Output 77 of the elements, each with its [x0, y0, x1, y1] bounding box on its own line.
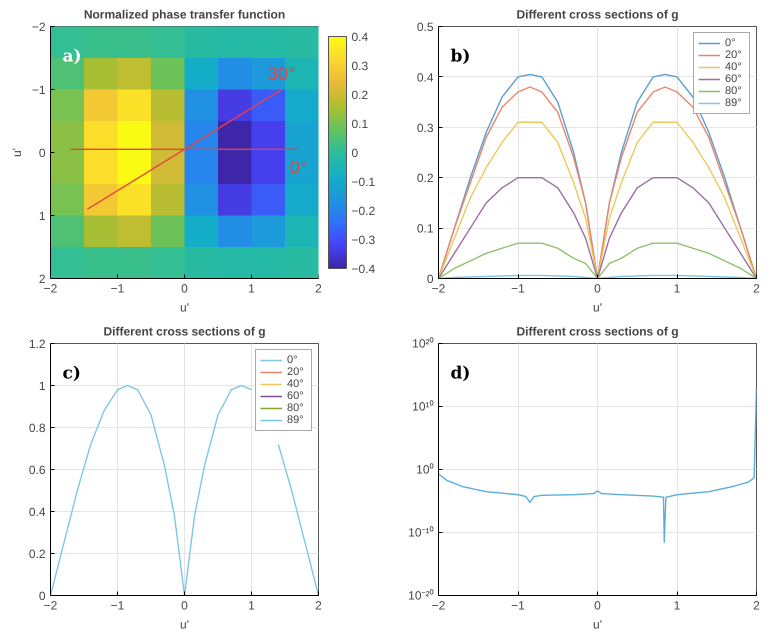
y-tick-label: 0.5 [416, 20, 434, 34]
y-tick-label: 10⁰ [416, 462, 434, 476]
x-tick-label: −1 [110, 598, 125, 612]
y-tick-label: 10²⁰ [412, 336, 434, 350]
legend-label: 89° [287, 414, 305, 426]
y-tick-label: 0.8 [28, 421, 46, 435]
legend-label: 80° [287, 402, 305, 414]
color-bar-label: 0.2 [352, 88, 369, 102]
x-tick-label: 2 [315, 598, 322, 612]
legend-label: 0° [287, 354, 299, 366]
y-tick-label: 0.1 [416, 222, 434, 236]
x-tick-label: 2 [315, 282, 322, 296]
x-tick-label: 2 [753, 282, 760, 296]
chart-title: Different cross sections of g [516, 324, 679, 338]
x-tick-label: 1 [674, 282, 681, 296]
y-tick-label: 2 [38, 272, 46, 286]
x-tick-label: −2 [432, 282, 446, 296]
y-axis-title: u' [10, 148, 24, 157]
legend-label: 89° [725, 97, 743, 109]
annotation: d) [450, 364, 470, 384]
legend-label: 40° [725, 61, 743, 73]
y-tick-label: 0.2 [28, 547, 46, 561]
y-tick-label: 10⁻²⁰ [408, 588, 434, 602]
x-tick-label: 0 [181, 598, 188, 612]
y-tick-label: 0.2 [416, 171, 434, 186]
color-bar-label: −0.2 [352, 204, 376, 218]
x-axis-title: u' [180, 300, 189, 314]
x-tick-label: 2 [753, 598, 760, 612]
legend-label: 40° [287, 378, 305, 390]
legend-label: 60° [725, 73, 743, 85]
x-tick-label: −1 [110, 282, 125, 296]
x-tick-label: 0 [594, 282, 602, 296]
color-bar-label: −0.1 [352, 175, 376, 189]
x-tick-label: 0 [181, 282, 188, 296]
y-tick-label: −1 [32, 83, 46, 97]
y-tick-label: 0 [426, 272, 434, 286]
y-tick-label: 0 [38, 146, 46, 160]
color-bar-label: 0.4 [352, 30, 369, 44]
legend-label: 60° [287, 390, 305, 402]
x-tick-label: 0 [594, 598, 602, 612]
y-tick-label: −2 [32, 20, 46, 34]
y-tick-label: 1 [38, 209, 46, 223]
annotation: a) [62, 46, 82, 66]
y-tick-label: 10⁻¹⁰ [408, 526, 434, 540]
color-bar-label: −0.4 [352, 262, 376, 276]
legend-label: 20° [725, 49, 743, 61]
x-tick-label: 1 [248, 282, 256, 296]
color-bar-label: −0.3 [352, 233, 376, 247]
x-tick-label: −1 [511, 598, 526, 612]
y-tick-label: 10¹⁰ [412, 400, 434, 414]
x-axis-title: u' [180, 618, 189, 632]
x-tick-label: −1 [511, 282, 526, 296]
annotation: 0° [290, 157, 308, 178]
color-bar-label: 0 [352, 146, 358, 160]
chart-title: Different cross sections of g [516, 8, 679, 22]
color-bar-label: 0.1 [352, 117, 369, 131]
y-tick-label: 1 [38, 379, 46, 393]
annotation: c) [62, 364, 81, 384]
annotation: b) [450, 46, 470, 66]
annotation: 30° [268, 64, 296, 84]
y-tick-label: 0 [38, 589, 46, 603]
color-bar-label: 0.3 [352, 59, 369, 73]
legend-label: 0° [725, 37, 737, 49]
legend-label: 20° [287, 366, 305, 378]
y-tick-label: 1.2 [28, 337, 46, 351]
x-axis-title: u' [593, 300, 602, 314]
x-tick-label: −2 [432, 598, 446, 612]
x-tick-label: 1 [674, 598, 681, 612]
legend-label: 80° [725, 85, 743, 97]
chart-title: Different cross sections of g [103, 324, 266, 338]
y-tick-label: 0.6 [28, 463, 46, 477]
x-tick-label: 1 [248, 598, 256, 612]
y-tick-label: 0.3 [416, 120, 434, 135]
chart-title: Normalized phase transfer function [84, 8, 286, 22]
y-tick-label: 0.4 [28, 505, 46, 519]
x-axis-title: u' [593, 618, 602, 632]
y-tick-label: 0.4 [416, 70, 434, 84]
